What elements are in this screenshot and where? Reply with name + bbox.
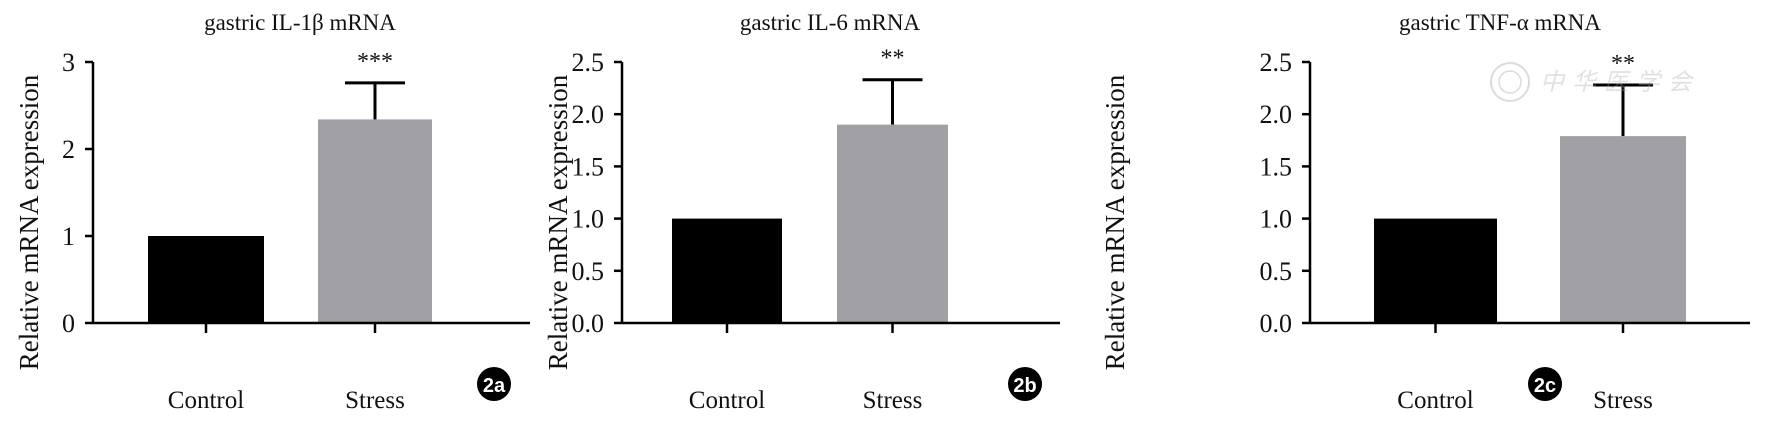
x-tick-label: Stress (1593, 387, 1653, 414)
y-tick-label: 2 (62, 135, 75, 164)
x-tick-label: Stress (345, 387, 405, 414)
chart-panel-2c: gastric TNF-α mRNA Relative mRNA expressi… (1100, 10, 1750, 414)
bar-control (1374, 218, 1497, 323)
chart-panel-2b: gastric IL-6 mRNA Relative mRNA expressio… (543, 10, 1060, 414)
bar-stress (837, 124, 948, 323)
y-tick-label: 0 (62, 309, 75, 338)
significance-label: ** (881, 46, 905, 72)
x-tick-label: Control (1397, 387, 1473, 414)
bar-stress (318, 119, 432, 323)
chart-title: gastric IL-1β mRNA (204, 10, 396, 35)
panel-label: 2b (1013, 375, 1036, 397)
y-tick-label: 0.5 (572, 257, 605, 286)
panel-label-badge: 2b (1008, 367, 1042, 401)
y-tick-label: 1.0 (1260, 205, 1293, 234)
bar-control (672, 218, 782, 323)
seal-icon (1490, 62, 1530, 102)
x-tick-label: Control (689, 387, 765, 414)
chart-title: gastric TNF-α mRNA (1399, 10, 1601, 35)
significance-label: *** (357, 49, 393, 75)
y-tick-label: 2.5 (1260, 48, 1293, 77)
badge-circle (1008, 367, 1042, 401)
panel-label-badge: 2a (477, 367, 511, 401)
badge-circle (1528, 367, 1562, 401)
chart-panel-2a: gastric IL-1β mRNA Relative mRNA expressi… (14, 10, 530, 414)
bar-control (148, 236, 264, 323)
y-tick-label: 0.0 (1260, 309, 1293, 338)
seal-inner-icon (1498, 70, 1522, 94)
y-tick-label: 1.5 (1260, 152, 1293, 181)
watermark-text: 中华医学会 (1540, 69, 1700, 96)
bar-stress (1560, 136, 1686, 323)
y-axis-label: Relative mRNA expression (543, 74, 573, 370)
y-tick-label: 0.5 (1260, 257, 1293, 286)
y-tick-label: 2.0 (572, 100, 605, 129)
significance-label: ** (1611, 51, 1635, 77)
badge-circle (477, 367, 511, 401)
y-tick-label: 0.0 (572, 309, 605, 338)
y-tick-label: 3 (62, 48, 75, 77)
y-tick-label: 1 (62, 222, 75, 251)
watermark-logo: 中华医学会 (1490, 62, 1700, 102)
y-axis-label: Relative mRNA expression (14, 74, 44, 370)
y-axis-label: Relative mRNA expression (1100, 74, 1130, 370)
panel-label: 2c (1534, 375, 1556, 397)
x-tick-label: Control (168, 387, 244, 414)
y-tick-label: 1.5 (572, 152, 605, 181)
x-tick-label: Stress (863, 387, 923, 414)
y-tick-label: 1.0 (572, 205, 605, 234)
y-tick-label: 2.5 (572, 48, 605, 77)
panel-label-badge: 2c (1528, 367, 1562, 401)
chart-title: gastric IL-6 mRNA (740, 10, 921, 35)
panel-label: 2a (483, 375, 506, 397)
y-tick-label: 2.0 (1260, 100, 1293, 129)
